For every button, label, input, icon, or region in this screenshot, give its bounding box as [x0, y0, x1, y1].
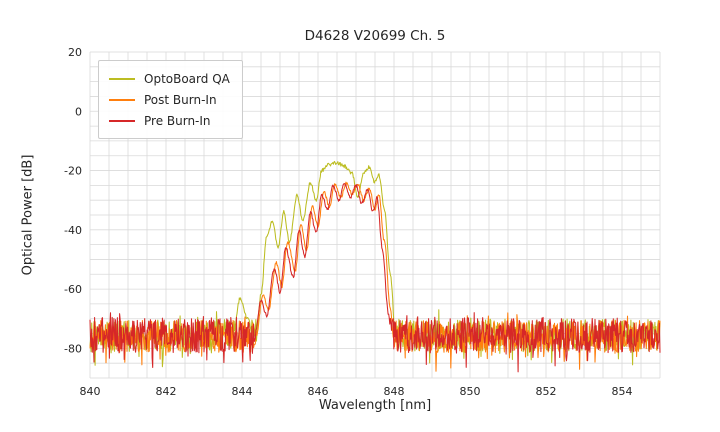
legend-entry-pre-burn-in: Pre Burn-In	[109, 110, 230, 131]
y-tick-label: -20	[64, 165, 82, 178]
legend-line	[109, 119, 135, 122]
legend-label: OptoBoard QA	[144, 71, 230, 86]
y-axis-label: Optical Power [dB]	[20, 154, 36, 276]
series-line-post-burn-in	[89, 181, 661, 372]
legend-entry-post-burn-in: Post Burn-In	[109, 89, 230, 110]
x-tick-label: 850	[460, 385, 481, 398]
legend-line	[109, 77, 135, 80]
x-tick-label: 844	[232, 385, 253, 398]
legend-entry-optoboard-qa: OptoBoard QA	[109, 68, 230, 89]
x-tick-label: 854	[612, 385, 633, 398]
legend-label: Pre Burn-In	[144, 113, 211, 128]
y-tick-label: 0	[75, 105, 82, 118]
x-tick-label: 842	[156, 385, 177, 398]
y-tick-label: -80	[64, 342, 82, 355]
legend: OptoBoard QA Post Burn-In Pre Burn-In	[98, 60, 243, 139]
tick-labels: 840 842 844 846 848 850 852 854 20 0 -20 -40 -60 -80	[64, 46, 632, 398]
y-tick-label: -60	[64, 283, 82, 296]
x-tick-label: 852	[536, 385, 557, 398]
legend-label: Post Burn-In	[144, 92, 217, 107]
chart-title: D4628 V20699 Ch. 5	[304, 28, 446, 44]
y-tick-label: -40	[64, 224, 82, 237]
legend-line	[109, 98, 135, 101]
x-tick-label: 846	[308, 385, 329, 398]
x-tick-label: 848	[384, 385, 405, 398]
x-tick-label: 840	[80, 385, 101, 398]
x-axis-label: Wavelength [nm]	[318, 398, 432, 413]
series-line-pre-burn-in	[89, 183, 661, 373]
y-tick-label: 20	[68, 46, 82, 59]
